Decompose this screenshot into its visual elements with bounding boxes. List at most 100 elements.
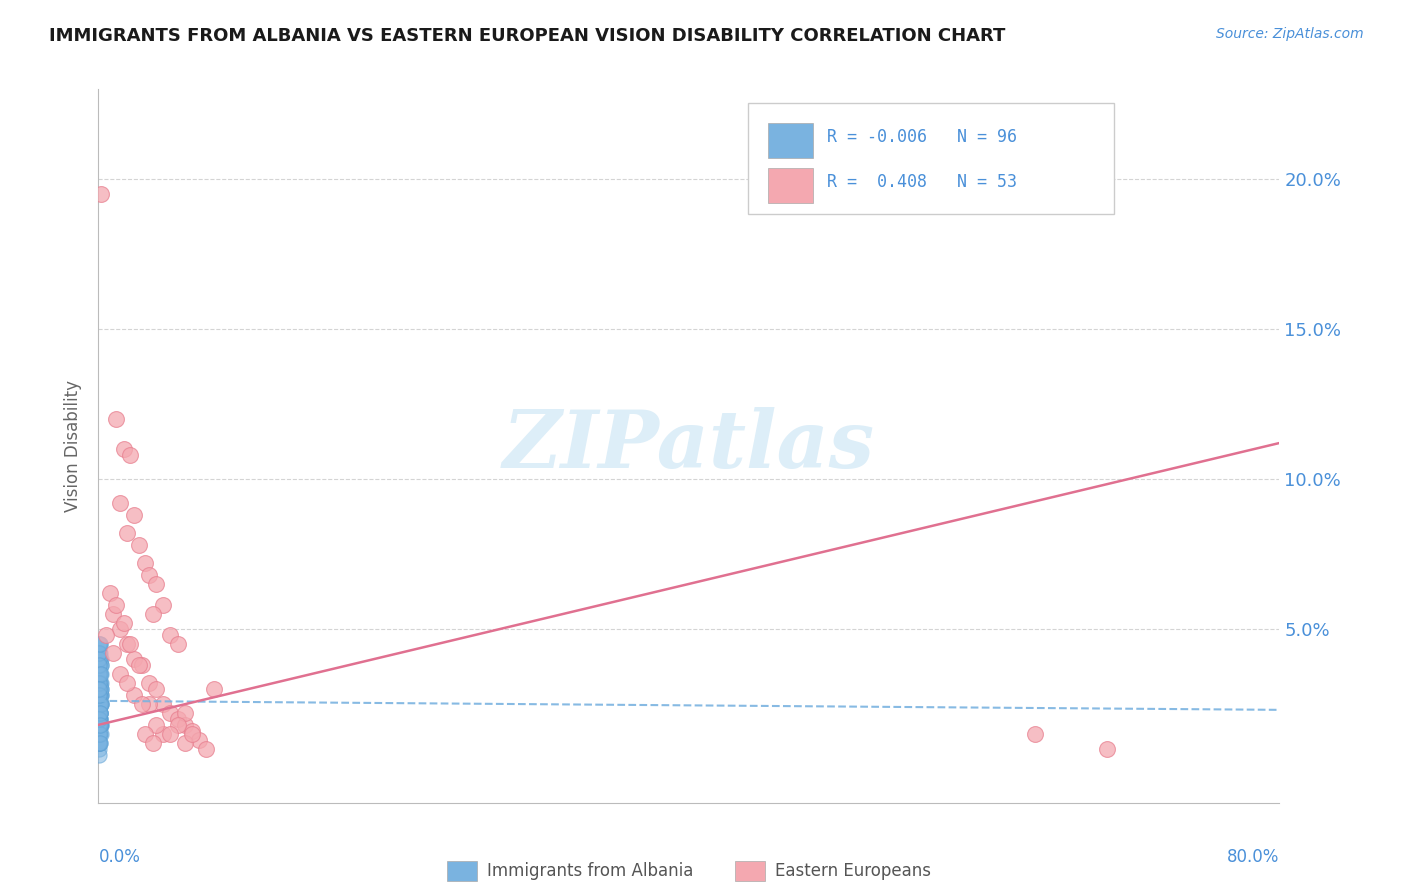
- Point: [87, 712, 110, 726]
- Point: [89, 666, 111, 681]
- Point: [120, 637, 142, 651]
- Point: [89, 676, 111, 690]
- Point: [173, 706, 195, 720]
- Text: ZIPatlas: ZIPatlas: [503, 408, 875, 484]
- Point: [89, 657, 111, 672]
- Point: [89, 688, 111, 702]
- Point: [87, 712, 110, 726]
- Point: [90, 718, 112, 732]
- Point: [87, 657, 110, 672]
- Point: [87, 736, 110, 750]
- Point: [173, 718, 195, 732]
- Point: [89, 736, 111, 750]
- Point: [115, 525, 138, 540]
- Point: [89, 676, 111, 690]
- Point: [89, 688, 111, 702]
- Point: [89, 637, 111, 651]
- Text: Source: ZipAtlas.com: Source: ZipAtlas.com: [1216, 27, 1364, 41]
- Point: [89, 646, 111, 660]
- Point: [138, 697, 160, 711]
- Point: [145, 718, 167, 732]
- Point: [1095, 741, 1118, 756]
- Point: [90, 652, 112, 666]
- Point: [188, 732, 211, 747]
- Point: [89, 727, 111, 741]
- Point: [159, 628, 181, 642]
- Point: [90, 727, 112, 741]
- Point: [87, 681, 110, 696]
- Point: [87, 741, 110, 756]
- Point: [166, 718, 188, 732]
- Point: [89, 706, 111, 720]
- Point: [90, 657, 112, 672]
- Point: [131, 697, 153, 711]
- Point: [89, 706, 111, 720]
- Point: [89, 706, 111, 720]
- Point: [89, 676, 111, 690]
- Point: [152, 697, 174, 711]
- Point: [89, 666, 111, 681]
- Point: [90, 681, 112, 696]
- Point: [89, 718, 111, 732]
- Point: [90, 697, 112, 711]
- Point: [89, 646, 111, 660]
- Point: [89, 697, 111, 711]
- Point: [89, 666, 111, 681]
- Point: [181, 727, 204, 741]
- Point: [89, 697, 111, 711]
- Point: [90, 187, 112, 202]
- Point: [101, 646, 124, 660]
- Text: IMMIGRANTS FROM ALBANIA VS EASTERN EUROPEAN VISION DISABILITY CORRELATION CHART: IMMIGRANTS FROM ALBANIA VS EASTERN EUROP…: [49, 27, 1005, 45]
- Point: [87, 688, 110, 702]
- Point: [89, 676, 111, 690]
- Point: [89, 681, 111, 696]
- Point: [112, 615, 135, 630]
- Point: [89, 688, 111, 702]
- Point: [104, 598, 127, 612]
- Point: [89, 727, 111, 741]
- Point: [89, 637, 111, 651]
- Point: [89, 688, 111, 702]
- Point: [120, 448, 142, 462]
- Point: [89, 712, 111, 726]
- Text: R = -0.006   N = 96: R = -0.006 N = 96: [827, 128, 1017, 146]
- Point: [128, 657, 150, 672]
- FancyBboxPatch shape: [768, 169, 813, 202]
- Point: [142, 607, 165, 621]
- Point: [89, 718, 111, 732]
- Point: [87, 688, 110, 702]
- Point: [173, 736, 195, 750]
- Point: [138, 568, 160, 582]
- Point: [152, 598, 174, 612]
- Point: [89, 646, 111, 660]
- Point: [89, 681, 111, 696]
- Point: [89, 712, 111, 726]
- Legend: Immigrants from Albania, Eastern Europeans: Immigrants from Albania, Eastern Europea…: [440, 855, 938, 888]
- Point: [159, 727, 181, 741]
- Point: [89, 727, 111, 741]
- Point: [202, 681, 225, 696]
- Point: [90, 697, 112, 711]
- Point: [89, 718, 111, 732]
- Point: [89, 718, 111, 732]
- Point: [90, 688, 112, 702]
- Point: [89, 688, 111, 702]
- Text: R =  0.408   N = 53: R = 0.408 N = 53: [827, 173, 1017, 191]
- Point: [87, 727, 110, 741]
- Point: [89, 706, 111, 720]
- Point: [89, 712, 111, 726]
- Point: [89, 697, 111, 711]
- Point: [89, 727, 111, 741]
- Point: [195, 741, 218, 756]
- Point: [89, 637, 111, 651]
- Point: [159, 706, 181, 720]
- Point: [98, 586, 121, 600]
- Point: [131, 657, 153, 672]
- Point: [90, 681, 112, 696]
- Point: [138, 676, 160, 690]
- Point: [108, 666, 131, 681]
- Point: [112, 442, 135, 456]
- Point: [90, 718, 112, 732]
- Point: [89, 706, 111, 720]
- Point: [89, 697, 111, 711]
